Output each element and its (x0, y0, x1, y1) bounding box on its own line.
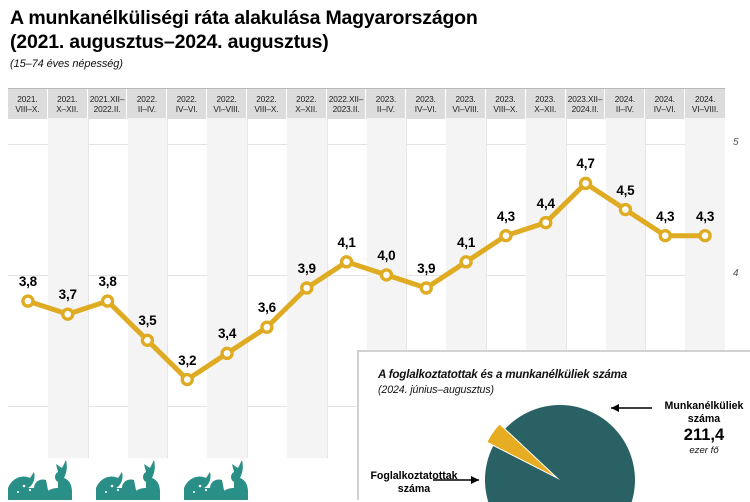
data-point-label: 3,6 (257, 300, 276, 316)
data-point-marker (61, 307, 75, 321)
data-point-label: 4,0 (377, 247, 396, 263)
vertical-gridline (406, 118, 408, 458)
data-point-marker (379, 268, 394, 282)
chart-subtitle: (15–74 éves népesség) (10, 58, 123, 70)
plot-band (127, 118, 168, 458)
x-axis-tick-label: 2022. VIII–X. (247, 89, 287, 119)
plot-band (47, 118, 88, 458)
vertical-gridline (167, 118, 169, 458)
x-axis-label-band: 2021. VIII–X. 2021. X–XII. 2021.XII– 2022.… (8, 88, 725, 119)
employment-pie-chart (433, 404, 652, 502)
x-axis-tick-label: 2023.XII– 2024.II. (566, 89, 606, 119)
data-point-marker (698, 228, 712, 243)
data-point-label: 4,3 (496, 208, 515, 224)
data-point-label: 4,1 (337, 234, 356, 250)
unemployed-leader-line (611, 404, 652, 412)
x-axis-tick-label: 2023. II–IV. (367, 89, 407, 119)
x-axis-tick-label: 2022. II–IV. (128, 89, 168, 119)
employment-inset-panel: A foglalkoztatottak és a munkanélküliek … (357, 350, 750, 502)
data-point-marker (539, 215, 553, 230)
pie-slice-employed (484, 405, 635, 502)
x-axis-tick-label: 2021. VIII–X. (8, 89, 48, 119)
x-axis-tick-label: 2021.XII– 2022.II. (88, 89, 128, 119)
employed-count-label: Foglalkoztatottak száma (370, 470, 458, 495)
data-point-marker (618, 202, 633, 217)
x-axis-tick-label: 2024. IV–VI. (645, 89, 686, 119)
plot-band (207, 118, 247, 458)
data-point-marker (100, 294, 115, 308)
x-axis-tick-label: 2024. II–IV. (606, 89, 646, 119)
x-axis-tick-label: 2022. VI–VIII. (207, 89, 247, 119)
inset-subtitle: (2024. június–augusztus) (378, 384, 494, 396)
x-axis-tick-label: 2023. VI–VIII. (446, 89, 486, 119)
data-point-marker (260, 320, 274, 334)
data-point-label: 4,3 (695, 208, 715, 224)
data-point-label: 4,3 (656, 208, 675, 224)
vertical-gridline (486, 118, 487, 458)
data-point-marker (339, 255, 354, 269)
y-axis-tick-label: 4 (733, 267, 739, 279)
x-axis-tick-label: 2021. X–XII. (48, 89, 88, 119)
inset-title: A foglalkoztatottak és a munkanélküliek … (378, 368, 627, 381)
data-point-marker (180, 372, 194, 387)
vertical-gridline (565, 118, 567, 458)
data-point-marker (419, 281, 433, 295)
data-point-marker (658, 228, 672, 243)
data-point-label: 3,9 (297, 261, 316, 276)
data-point-label: 3,2 (178, 352, 197, 368)
data-point-marker (220, 346, 234, 361)
vertical-gridline (645, 118, 647, 458)
data-point-label: 3,8 (18, 274, 37, 290)
vertical-gridline (326, 118, 328, 458)
data-point-markers (21, 176, 712, 387)
unemployed-count-label: Munkanélküliek száma (664, 400, 744, 425)
y-axis-tick-label: 5 (733, 137, 739, 149)
x-axis-tick-label: 2023. IV–VI. (406, 89, 447, 119)
data-point-label: 4,4 (536, 195, 555, 211)
data-point-label: 3,4 (217, 326, 237, 342)
data-point-label: 4,5 (616, 182, 635, 198)
x-axis-tick-label: 2024. VI–VIII. (691, 94, 719, 114)
x-axis-tick-label: 2022. IV–VI. (167, 89, 208, 119)
data-point-marker (459, 255, 473, 269)
x-axis-tick-label: 2022.XII– 2023.II. (327, 89, 367, 119)
x-axis-tick-label: 2023. VIII–X. (486, 89, 526, 119)
page-title: A munkanélküliségi ráta alakulása Magyar… (10, 7, 478, 53)
data-point-marker (21, 294, 35, 308)
data-point-label: 3,8 (98, 274, 117, 290)
chart-header: A munkanélküliségi ráta alakulása Magyar… (10, 6, 730, 70)
data-point-label: 3,7 (58, 287, 77, 303)
vertical-gridline (87, 118, 89, 458)
unemployed-count-value: 211,4 (683, 426, 725, 444)
series-line (21, 176, 712, 387)
employed-leader-line (433, 476, 479, 484)
x-axis-tick-label: 2022. X–XII. (287, 89, 327, 119)
data-point-label: 4,1 (456, 234, 476, 250)
data-point-marker (140, 333, 155, 348)
data-point-label: 3,5 (138, 313, 157, 329)
unemployment-rate-line (25, 180, 708, 383)
data-point-label: 4,7 (576, 156, 595, 172)
data-point-label: 3,9 (417, 261, 436, 276)
data-point-marker (300, 281, 314, 295)
unemployed-count-unit: ezer fő (689, 445, 719, 456)
pie-slice-unemployed (487, 424, 555, 476)
data-point-marker (499, 228, 513, 243)
data-point-marker (578, 176, 593, 191)
vertical-gridline (247, 118, 248, 458)
x-axis-tick-label: 2023. X–XII. (526, 89, 566, 119)
